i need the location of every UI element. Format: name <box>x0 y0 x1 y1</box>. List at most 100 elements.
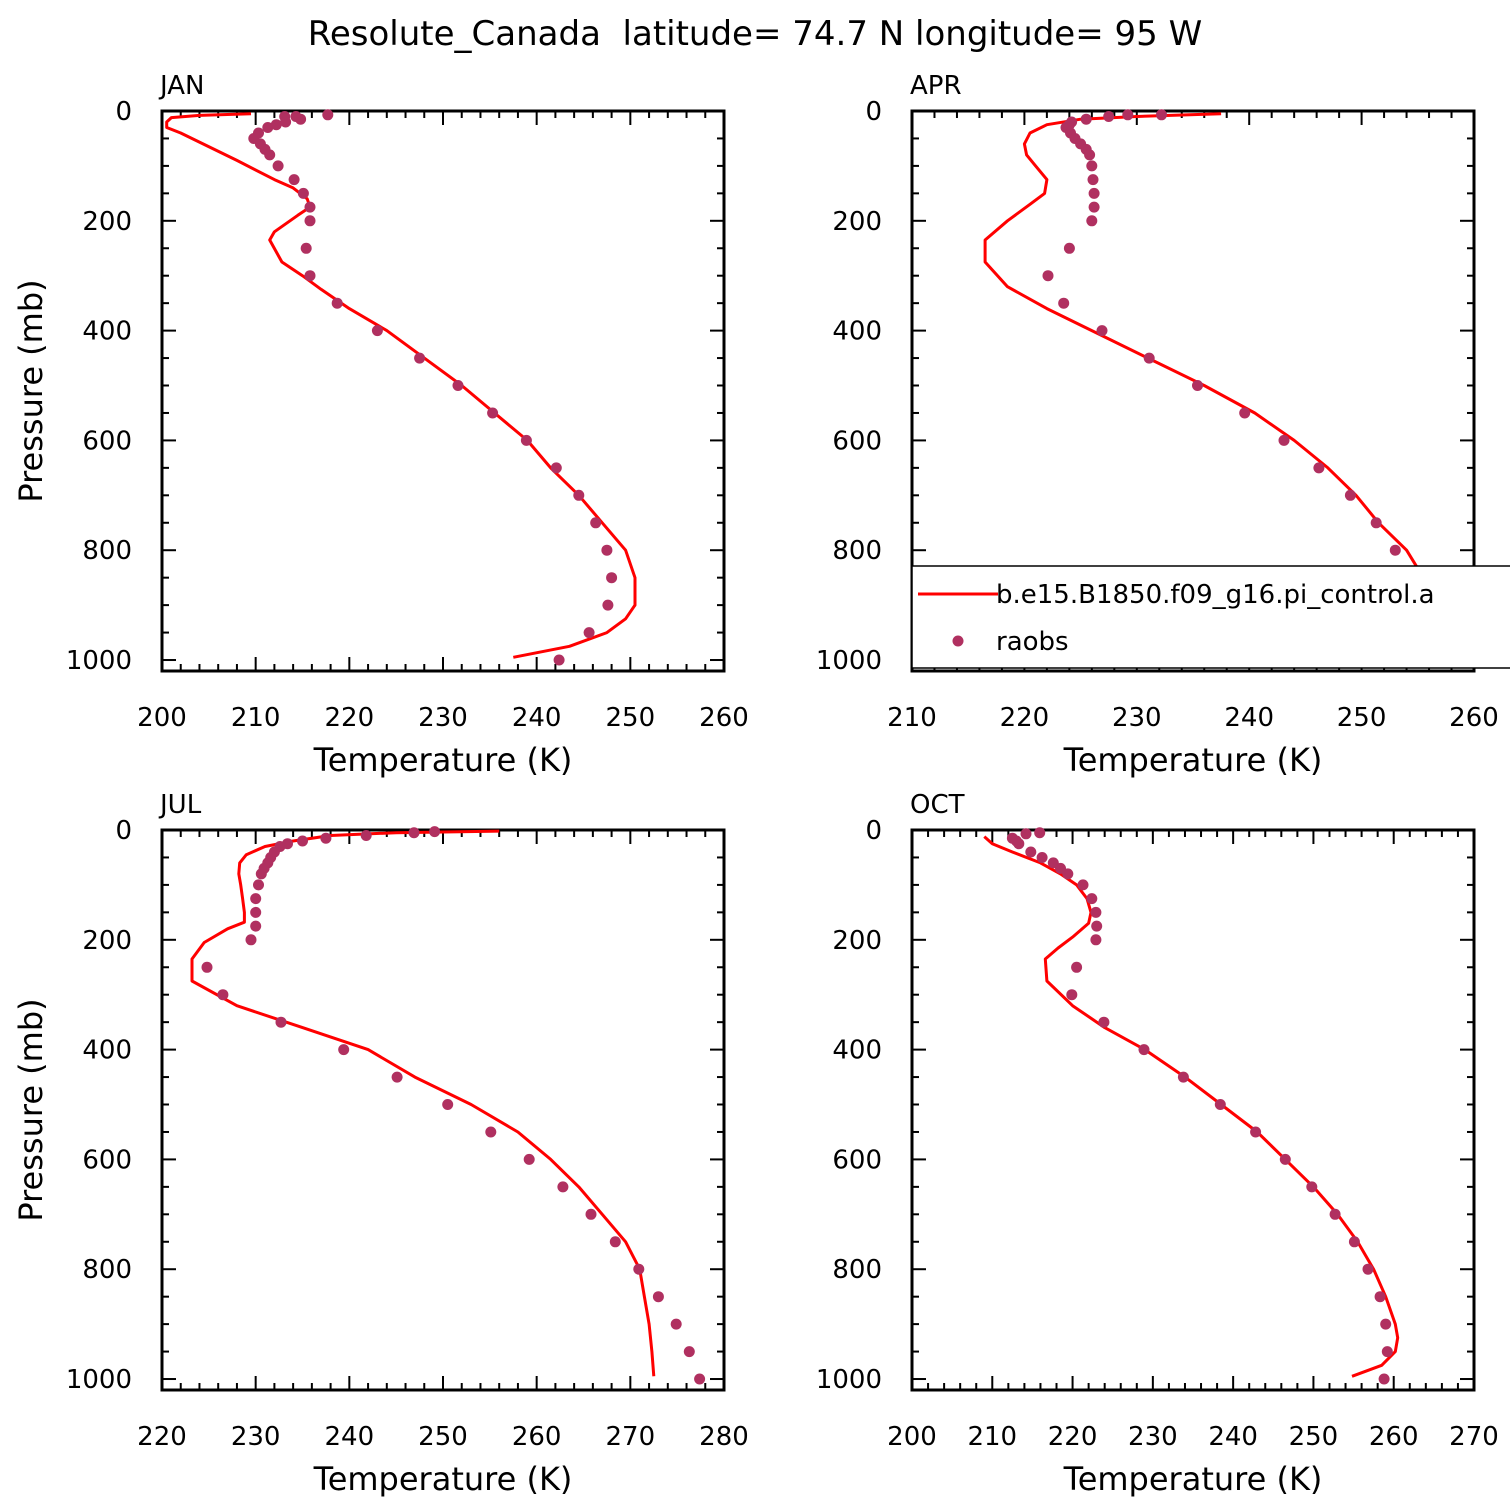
raobs-point <box>1087 174 1099 186</box>
raobs-point <box>1214 1099 1226 1110</box>
raobs-point <box>1036 852 1048 863</box>
x-tick-label: 230 <box>231 1422 281 1452</box>
y-axis-label: Pressure (mb) <box>12 279 50 502</box>
y-tick-label: 0 <box>115 97 132 127</box>
raobs-point <box>297 835 308 847</box>
legend-obs-marker-swatch <box>952 635 964 647</box>
raobs-point <box>553 654 565 666</box>
x-tick-label: 240 <box>512 703 562 733</box>
raobs-point <box>550 462 562 474</box>
x-tick-label: 210 <box>231 703 281 733</box>
raobs-point <box>304 201 316 213</box>
raobs-point <box>275 1016 287 1028</box>
x-tick-label: 260 <box>1369 1422 1419 1452</box>
raobs-point <box>1042 270 1054 282</box>
legend-model-label: b.e15.B1850.f09_g16.pi_control.a <box>996 580 1435 610</box>
raobs-point <box>606 572 618 584</box>
y-tick-label: 1000 <box>66 646 132 676</box>
raobs-point <box>1348 1236 1360 1248</box>
raobs-point <box>201 961 213 973</box>
x-tick-label: 230 <box>418 703 468 733</box>
plot-frame <box>160 828 726 1392</box>
raobs-point <box>1278 434 1290 446</box>
y-tick-label: 400 <box>82 1036 132 1066</box>
raobs-point <box>304 270 316 282</box>
y-tick-label: 400 <box>832 317 882 347</box>
raobs-point <box>331 297 343 309</box>
raobs-point <box>429 826 441 838</box>
raobs-point <box>633 1263 645 1275</box>
x-axis-label: Temperature (K) <box>313 741 573 779</box>
raobs-point <box>1122 109 1134 121</box>
raobs-point <box>1020 828 1032 840</box>
raobs-point <box>557 1181 569 1193</box>
x-tick-label: 210 <box>967 1422 1017 1452</box>
x-tick-label: 260 <box>699 703 749 733</box>
raobs-point <box>485 1126 497 1138</box>
raobs-point <box>520 434 532 446</box>
x-tick-label: 250 <box>1337 703 1387 733</box>
raobs-point <box>290 111 302 122</box>
model-profile-line <box>165 112 637 659</box>
raobs-point <box>1013 838 1025 850</box>
panel-jan: JAN 200 210 220 230 240 250 260 0 200 400 600 800 100… <box>12 71 749 779</box>
raobs-point <box>1344 489 1356 501</box>
raobs-point <box>1143 352 1155 364</box>
raobs-point <box>1025 846 1037 858</box>
raobs-point <box>1086 215 1098 227</box>
raobs-point <box>1374 1291 1386 1303</box>
x-tick-label: 250 <box>606 703 656 733</box>
x-tick-label: 250 <box>1289 1422 1339 1452</box>
raobs-point <box>320 832 332 844</box>
y-tick-label: 1000 <box>66 1365 132 1395</box>
raobs-point <box>297 187 309 199</box>
raobs-point <box>652 1291 664 1303</box>
x-tick-label: 220 <box>1048 1422 1098 1452</box>
plot-frame <box>160 109 726 673</box>
y-tick-label: 200 <box>832 207 882 237</box>
raobs-point <box>523 1153 535 1165</box>
raobs-point <box>1329 1208 1341 1220</box>
x-tick-label: 240 <box>325 1422 375 1452</box>
y-tick-label: 800 <box>832 1255 882 1285</box>
y-tick-label: 800 <box>82 1255 132 1285</box>
raobs-point <box>601 544 613 556</box>
x-tick-label: 200 <box>137 703 187 733</box>
raobs-point <box>1088 187 1100 199</box>
y-tick-label: 800 <box>832 536 882 566</box>
x-axis-label: Temperature (K) <box>1063 741 1323 779</box>
legend-obs-label: raobs <box>996 627 1069 657</box>
model-profile-line <box>190 829 656 1377</box>
plot-frame <box>910 109 1476 673</box>
raobs-point <box>1138 1044 1150 1056</box>
raobs-point <box>255 868 267 880</box>
raobs-point <box>442 1099 454 1110</box>
y-tick-label: 400 <box>832 1036 882 1066</box>
raobs-point <box>360 830 372 841</box>
raobs-point <box>1088 201 1100 213</box>
raobs-point <box>1071 961 1083 973</box>
raobs-point <box>304 215 316 227</box>
raobs-point <box>1370 517 1382 529</box>
y-tick-label: 1000 <box>816 1365 882 1395</box>
raobs-point <box>487 407 499 419</box>
raobs-point <box>583 627 595 639</box>
x-tick-label: 220 <box>137 1422 187 1452</box>
legend-box <box>911 565 1510 669</box>
x-tick-label: 240 <box>1208 1422 1258 1452</box>
raobs-point <box>1062 868 1074 880</box>
raobs-point <box>371 325 383 337</box>
raobs-point <box>1279 1153 1291 1165</box>
panel-jul: JUL 220 230 240 250 260 270 280 0 200 400 600 800 100… <box>12 790 749 1498</box>
raobs-point <box>414 352 426 364</box>
model-profile-line <box>983 835 1400 1378</box>
raobs-point <box>1239 407 1251 419</box>
x-tick-label: 260 <box>512 1422 562 1452</box>
raobs-point <box>1250 1126 1262 1138</box>
x-tick-label: 230 <box>1112 703 1162 733</box>
y-tick-label: 200 <box>832 926 882 956</box>
x-axis-label: Temperature (K) <box>1063 1460 1323 1498</box>
raobs-point <box>272 160 284 172</box>
y-tick-label: 0 <box>115 816 132 846</box>
raobs-point <box>1103 111 1115 122</box>
